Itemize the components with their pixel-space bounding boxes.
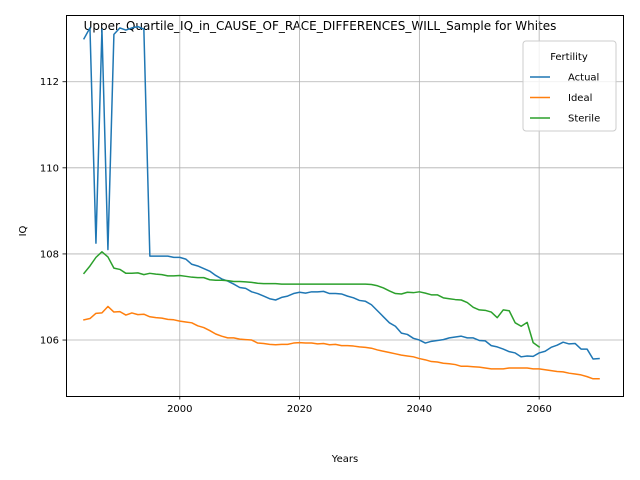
x-tick-label: 2040 [407,404,432,415]
x-axis-label: Years [331,454,358,465]
legend-title: Fertility [550,52,588,63]
plot-area [82,25,600,380]
y-axis-label: IQ [18,225,29,236]
legend-label-actual: Actual [568,73,599,84]
x-tick-label: 2000 [167,404,192,415]
plot-frame [66,15,624,397]
legend-box [522,40,617,132]
legend-label-sterile: Sterile [568,114,600,125]
y-tick-label: 106 [40,336,59,347]
x-axis: 2000 2020 2040 2060 [167,396,552,415]
x-tick-label: 2060 [526,404,551,415]
series-line-sterile [82,251,541,348]
x-tick-label: 2020 [287,404,312,415]
chart-title: Upper_Quartile_IQ_in_CAUSE_OF_RACE_DIFFE… [84,19,557,33]
series-line-ideal [83,305,600,380]
y-axis: 106 108 110 112 [40,77,66,347]
legend-label-ideal: Ideal [568,93,592,104]
series-line-actual [82,25,600,360]
y-tick-label: 112 [40,77,59,88]
y-tick-label: 108 [40,249,59,260]
legend: Fertility Actual Ideal Sterile [522,40,617,132]
y-tick-label: 110 [40,163,59,174]
